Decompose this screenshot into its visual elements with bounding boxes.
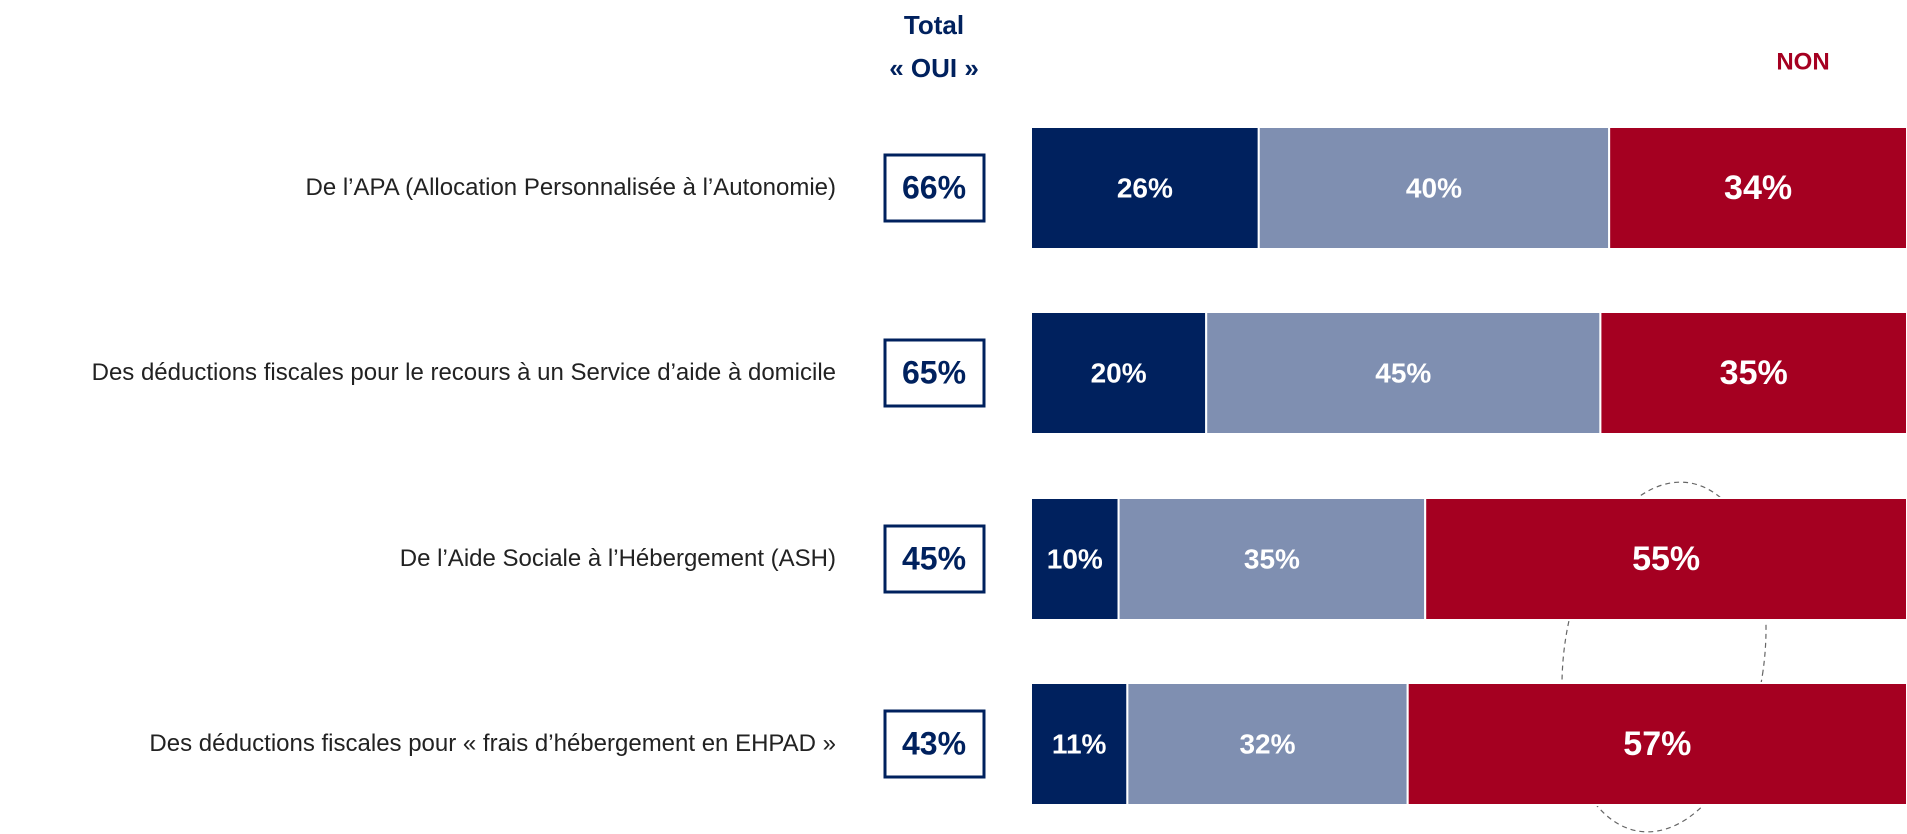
totals-title: Total: [904, 10, 964, 40]
category-label: Des déductions fiscales pour « frais d’h…: [149, 730, 836, 757]
total-box: [883, 524, 986, 594]
bar-segment: [1117, 497, 1427, 621]
total-label: 43%: [902, 725, 966, 761]
bar-segment: [1608, 126, 1907, 250]
total-box: [883, 709, 986, 779]
totals-title: « OUI »: [889, 53, 979, 83]
value-label: 45%: [1375, 357, 1431, 388]
value-label: 34%: [1724, 169, 1792, 207]
value-label: 57%: [1623, 725, 1691, 763]
category-label: De l’Aide Sociale à l’Hébergement (ASH): [399, 545, 836, 572]
value-label: 40%: [1406, 172, 1462, 203]
category-label: Des déductions fiscales pour le recours …: [91, 359, 836, 386]
value-label: 10%: [1047, 543, 1103, 574]
bar-segment: [1406, 682, 1907, 806]
value-label: 55%: [1632, 540, 1700, 578]
bar-segment: [1205, 311, 1602, 435]
total-box: [883, 338, 986, 408]
value-label: 11%: [1052, 728, 1107, 759]
bar-segment: [1126, 682, 1409, 806]
value-label: 26%: [1117, 172, 1173, 203]
highlight-ellipse: [1561, 481, 1767, 833]
value-label: 20%: [1091, 357, 1147, 388]
bar-segment: [1030, 311, 1208, 435]
value-label: 35%: [1720, 354, 1788, 392]
total-label: 65%: [902, 354, 966, 390]
value-label: 35%: [1244, 543, 1300, 574]
value-label: 32%: [1239, 728, 1295, 759]
legend-label: NON: [1776, 48, 1829, 75]
total-box: [883, 153, 986, 223]
bar-segment: [1599, 311, 1907, 435]
total-label: 45%: [902, 540, 966, 576]
bar-segment: [1424, 497, 1907, 621]
bar-segment: [1030, 497, 1120, 621]
total-label: 66%: [902, 169, 966, 205]
category-label: De l’APA (Allocation Personnalisée à l’A…: [305, 174, 837, 201]
bar-segment: [1030, 682, 1129, 806]
bar-segment: [1030, 126, 1260, 250]
